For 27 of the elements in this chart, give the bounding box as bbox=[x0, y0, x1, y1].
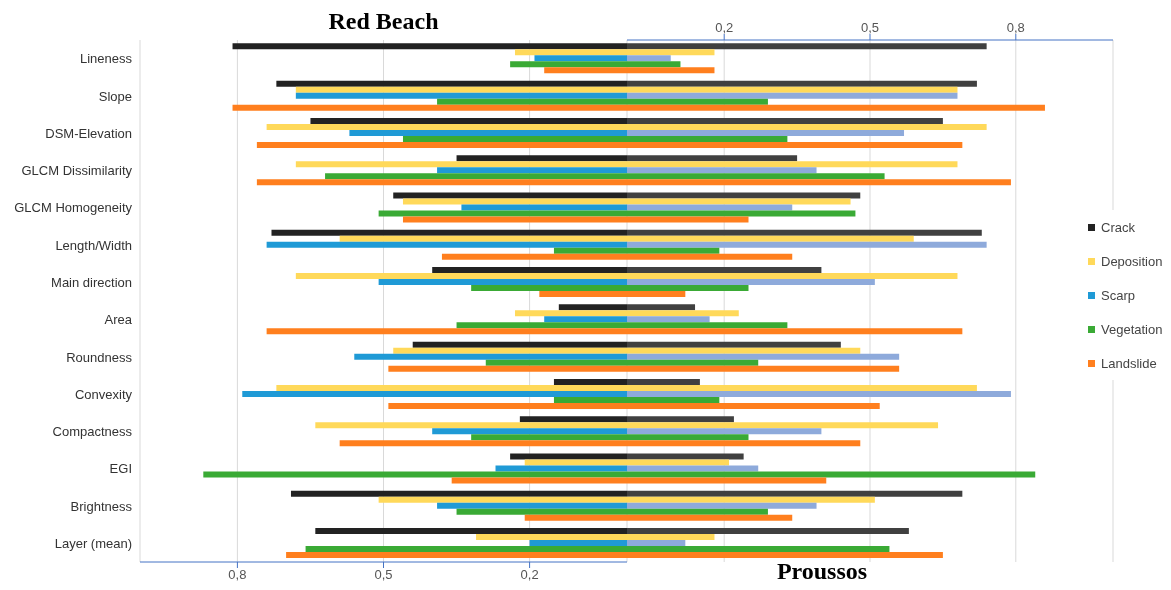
legend-label: Vegetation bbox=[1101, 321, 1163, 337]
y-tick-label: Layer (mean) bbox=[54, 535, 132, 551]
y-tick-label: Brightness bbox=[70, 498, 133, 514]
x-tick-label: 0,2 bbox=[520, 567, 539, 583]
legend-label: Landslide bbox=[1101, 355, 1157, 371]
legend-label: Scarp bbox=[1101, 287, 1135, 303]
x-tick-label: 0,2 bbox=[715, 20, 734, 35]
y-tick-label: Convexity bbox=[74, 386, 133, 402]
y-tick-label: DSM-Elevation bbox=[45, 125, 132, 141]
y-tick-label: Area bbox=[104, 312, 133, 328]
y-tick-label: GLCM Homogeneity bbox=[14, 200, 133, 216]
legend-label: Crack bbox=[1101, 219, 1135, 235]
x-tick-label: 0,8 bbox=[228, 567, 247, 583]
x-tick-label: 0,5 bbox=[860, 20, 880, 35]
y-tick-label: Roundness bbox=[66, 349, 133, 365]
y-tick-label: Length/Width bbox=[55, 237, 132, 253]
y-tick-label: EGI bbox=[109, 461, 132, 477]
y-tick-label: Main direction bbox=[51, 274, 132, 290]
x-tick-label: 0,8 bbox=[1006, 20, 1025, 35]
y-tick-label: GLCM Dissimilarity bbox=[21, 163, 133, 179]
x-tick-label: 0,5 bbox=[374, 567, 393, 583]
y-tick-label: Lineness bbox=[79, 51, 133, 67]
y-tick-label: Compactness bbox=[52, 424, 133, 440]
text: Proussos bbox=[775, 558, 869, 584]
y-tick-label: Slope bbox=[98, 88, 132, 104]
legend-label: Deposition bbox=[1101, 253, 1163, 269]
chart-title: Red Beach bbox=[327, 8, 440, 34]
